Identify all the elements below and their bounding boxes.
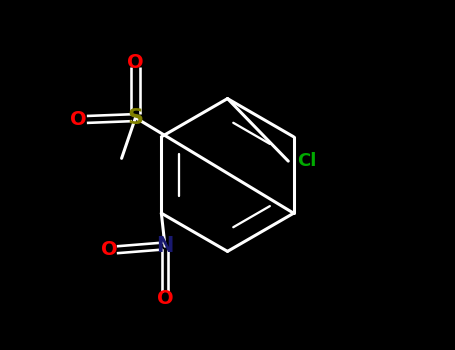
Text: O: O [70,110,86,129]
Text: O: O [127,52,144,72]
Text: Cl: Cl [297,152,316,170]
Text: S: S [127,108,143,128]
Text: N: N [157,236,174,256]
Text: O: O [157,289,173,308]
Text: O: O [101,240,118,259]
